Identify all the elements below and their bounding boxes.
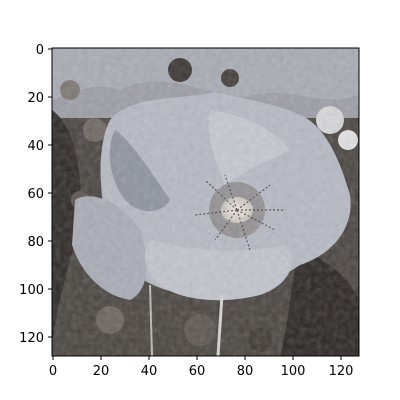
x-tick: 40 bbox=[141, 356, 158, 379]
y-tick: 0 bbox=[36, 43, 52, 58]
x-tick: 80 bbox=[237, 356, 254, 379]
y-tick-label: 20 bbox=[27, 91, 44, 106]
y-tick: 80 bbox=[27, 235, 52, 250]
x-tick-label: 40 bbox=[141, 364, 158, 379]
x-tick: 20 bbox=[93, 356, 110, 379]
y-tick-label: 0 bbox=[36, 43, 44, 58]
y-tick: 20 bbox=[27, 91, 52, 106]
x-tick-label: 80 bbox=[237, 364, 254, 379]
y-tick-label: 80 bbox=[27, 235, 44, 250]
y-tick-label: 40 bbox=[27, 139, 44, 154]
x-tick: 60 bbox=[189, 356, 206, 379]
x-tick: 0 bbox=[49, 356, 57, 379]
y-tick-label: 120 bbox=[19, 331, 44, 346]
y-tick: 40 bbox=[27, 139, 52, 154]
x-tick-label: 120 bbox=[329, 364, 354, 379]
y-axis: 0 20 40 60 80 100 120 bbox=[19, 43, 52, 346]
x-tick: 120 bbox=[329, 356, 354, 379]
y-tick-label: 100 bbox=[19, 283, 44, 298]
x-tick-label: 0 bbox=[49, 364, 57, 379]
y-tick-label: 60 bbox=[27, 187, 44, 202]
y-tick: 100 bbox=[19, 283, 52, 298]
axes-frame bbox=[51, 47, 360, 357]
x-tick: 100 bbox=[281, 356, 306, 379]
photo bbox=[52, 48, 359, 356]
x-tick-label: 100 bbox=[281, 364, 306, 379]
y-tick: 120 bbox=[19, 331, 52, 346]
x-tick-label: 60 bbox=[189, 364, 206, 379]
x-axis: 0 20 40 60 80 100 120 bbox=[49, 356, 354, 379]
y-tick: 60 bbox=[27, 187, 52, 202]
x-tick-label: 20 bbox=[93, 364, 110, 379]
